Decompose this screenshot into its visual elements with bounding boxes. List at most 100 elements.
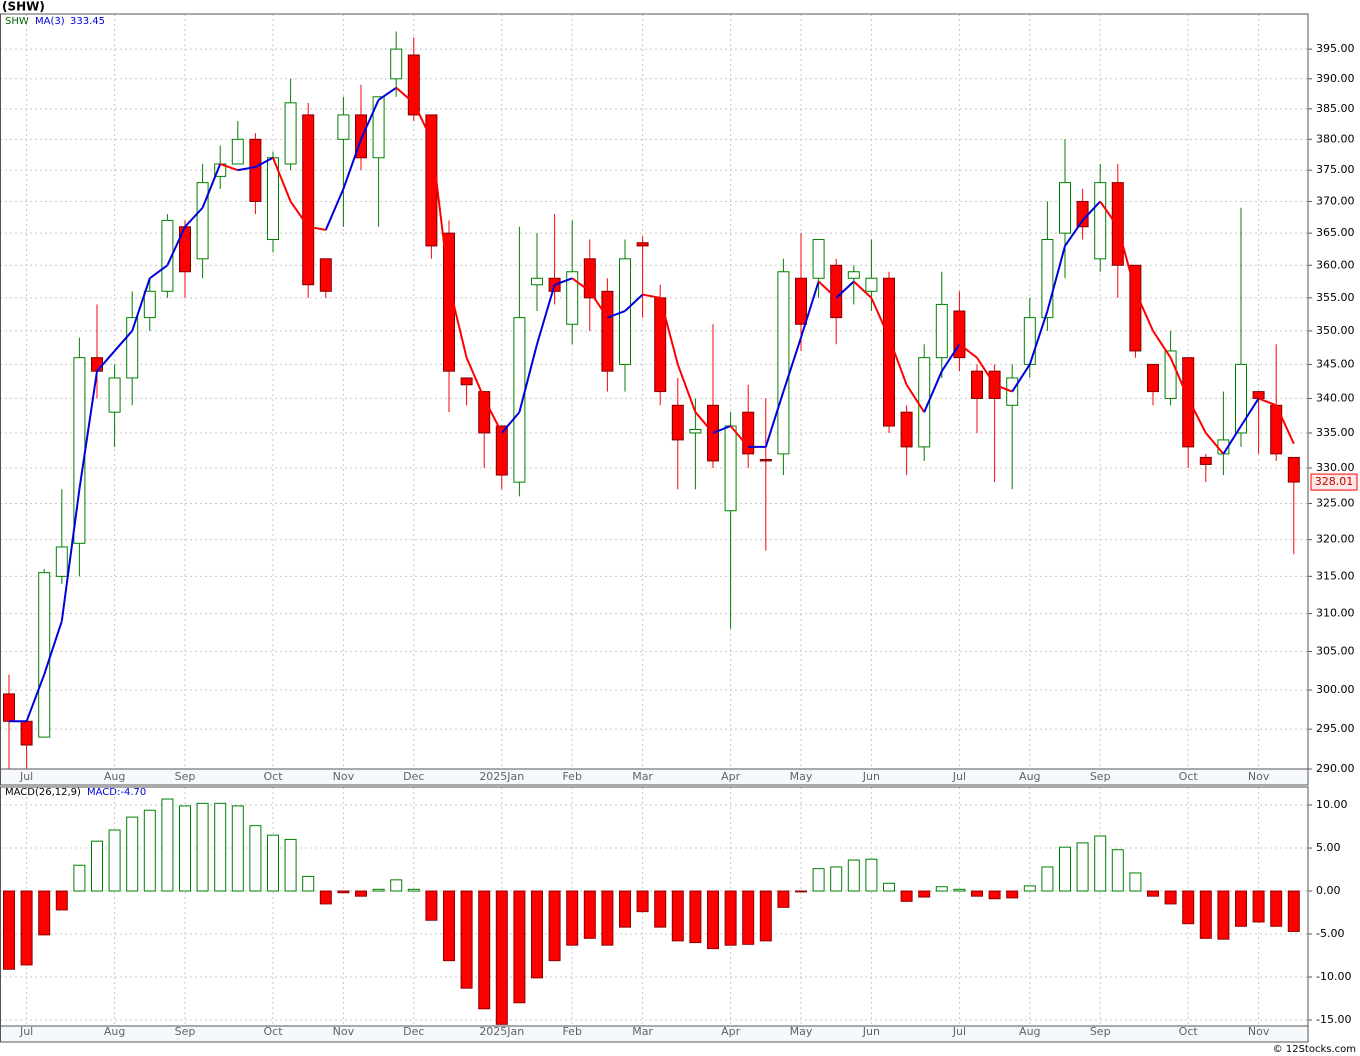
candle-body [495,425,508,476]
legend-macd: MACD(26,12,9) [5,787,81,798]
ma-line [782,337,802,392]
legend-ma-value: 333.45 [70,16,105,27]
x-tick-label: 2025Jan [479,1025,524,1038]
candle-body [425,114,438,247]
x-tick-label: Jul [19,770,33,783]
macd-bar [20,890,33,966]
ma-line [518,344,538,413]
macd-bar [1094,835,1107,892]
candle-body [812,239,825,279]
candle-body [319,258,332,292]
y-tick-label: 350.00 [1316,324,1355,337]
candle-body [513,317,526,483]
candle-body [1235,363,1247,434]
macd-bar [847,859,860,892]
ma-line [483,397,503,434]
macd-bar [1252,890,1265,923]
macd-bar [231,805,244,892]
macd-bar [1006,890,1019,899]
ma-line [536,284,556,345]
ma-line [1134,290,1154,332]
price-tag-label: 328.01 [1315,475,1354,488]
ma-line [201,163,222,209]
candle-body [847,271,860,279]
x-tick-label: Nov [1248,1025,1270,1038]
x-tick-label: Oct [263,1025,283,1038]
candle-body [1059,182,1071,234]
x-tick-label: 2025Jan [479,770,524,783]
ma-line [853,280,873,299]
x-tick-label: Apr [721,770,741,783]
candle-body [407,54,420,116]
legend-ma: MA(3) [35,16,65,27]
macd-bar [284,838,297,892]
macd-bar [689,890,702,944]
ma-line [1011,363,1031,393]
candle-body [126,317,139,379]
ma-line [1258,397,1277,407]
candle-body [161,219,174,292]
macd-bar [38,890,51,936]
candle-body [865,277,878,292]
x-tick-label: Mar [632,1025,653,1038]
x-tick-label: Jul [19,1025,33,1038]
candle-body [1199,456,1212,465]
macd-bar [988,890,1001,900]
x-tick-label: Sep [1090,1025,1111,1038]
x-tick-label: May [790,770,813,783]
macd-bar [812,868,825,892]
macd-bar [73,864,86,892]
ma-line [800,281,820,338]
y-tick-label: 340.00 [1316,391,1355,404]
legend-macd-value: MACD:-4.70 [87,787,146,798]
legend-symbol: SHW [5,16,29,27]
macd-bar [1041,866,1054,892]
x-tick-label: Feb [562,770,581,783]
macd-bar [1182,890,1195,925]
ma-line [378,86,397,101]
axis-strip [0,768,1309,786]
macd-bar [971,890,983,897]
y-tick-label: 385.00 [1316,102,1355,115]
ma-line [60,489,81,622]
ma-line [1046,245,1066,312]
candle-body [390,48,403,80]
macd-bar [1023,885,1036,892]
ma-line [994,383,1013,393]
ma-line [1275,404,1295,445]
y-tick-label: 310.00 [1316,607,1355,620]
ma-line [272,157,292,202]
candle-body [900,411,913,448]
candle-body [1129,264,1142,352]
macd-bar [619,890,631,928]
macd-bar [759,890,772,942]
ma-line [835,280,855,299]
candle-body [971,370,983,399]
x-tick-label: Mar [632,770,653,783]
candle-body [1023,317,1036,365]
macd-bar [566,890,579,946]
ma-line [905,384,926,413]
y-tick-label: 395.00 [1316,42,1355,55]
x-tick-label: Jul [952,770,966,783]
candle-body [1252,391,1265,399]
macd-bar [724,890,737,946]
macd-bar [443,890,455,962]
ma-line [254,156,274,168]
y-tick-label: 365.00 [1316,226,1355,239]
ma-line [764,391,785,448]
ma-line [1028,310,1049,365]
ma-line [308,225,326,231]
ma-line [342,138,362,190]
ma-line [1152,330,1172,359]
macd-bar [495,890,508,1025]
ma-line [324,188,345,231]
x-tick-label: Oct [1179,770,1199,783]
ma-line [1205,432,1225,455]
candle-body [601,290,614,372]
y-tick-label: 370.00 [1316,194,1355,207]
macd-bar [372,888,385,892]
candle-body [724,425,737,512]
macd-bar [407,888,420,892]
